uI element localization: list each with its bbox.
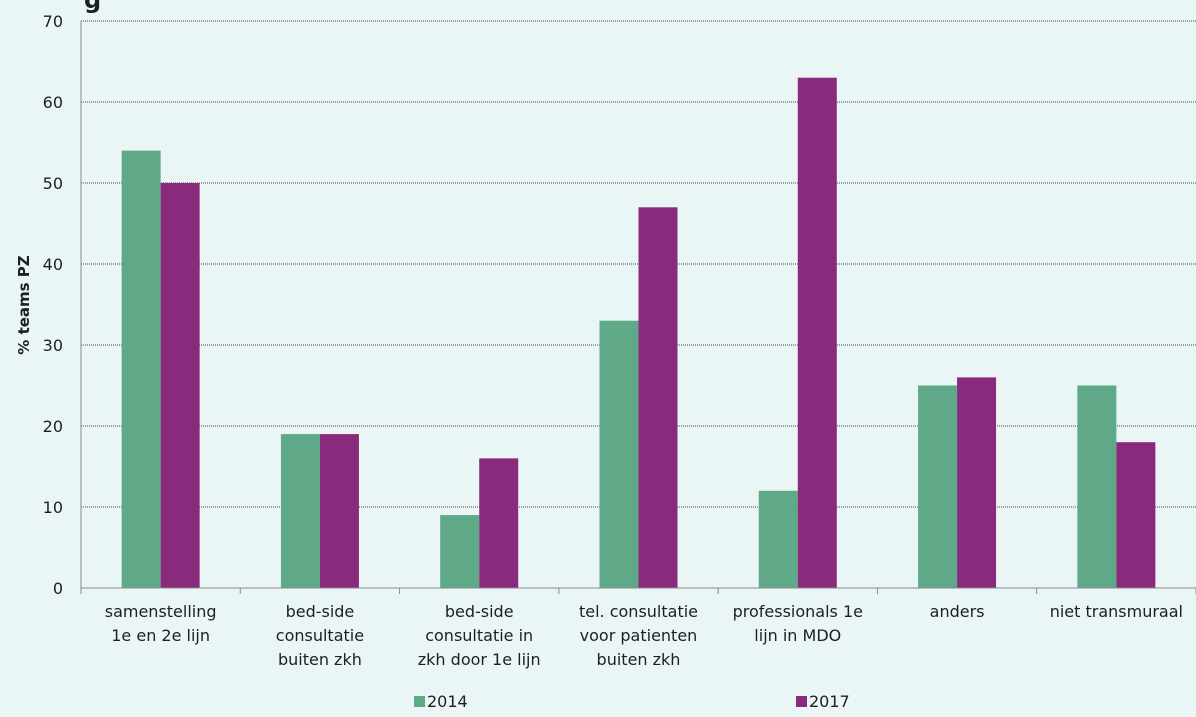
bar-2014-1 bbox=[280, 434, 320, 588]
x-tick-label-line: tel. consultatie bbox=[579, 602, 698, 621]
y-tick-label: 60 bbox=[43, 93, 63, 112]
y-axis-label: % teams PZ bbox=[15, 255, 33, 354]
bar-2014-2 bbox=[440, 515, 480, 588]
x-tick-label-line: lijn in MDO bbox=[754, 626, 841, 645]
bar-2017-0 bbox=[160, 183, 200, 588]
x-tick-label: samenstelling 1e en 2e lijn bbox=[105, 602, 217, 645]
x-tick-label: bed-side consultatie in zkh door 1e lijn bbox=[418, 602, 541, 669]
y-tick-label: 10 bbox=[43, 498, 63, 517]
bar-2014-4 bbox=[758, 490, 798, 588]
x-tick-label-line: anders bbox=[930, 602, 985, 621]
legend-swatch-2017 bbox=[796, 696, 807, 707]
legend-swatch-2014 bbox=[414, 696, 425, 707]
x-tick-label-line: professionals 1e bbox=[733, 602, 863, 621]
x-tick-label-line: voor patienten bbox=[580, 626, 698, 645]
x-tick-label: anders bbox=[930, 602, 985, 621]
x-tick-label-line: zkh door 1e lijn bbox=[418, 650, 541, 669]
bar-2014-6 bbox=[1077, 385, 1117, 588]
y-tick-label: 50 bbox=[43, 174, 63, 193]
x-tick-label-line: niet transmuraal bbox=[1050, 602, 1183, 621]
legend: 2014 2017 bbox=[414, 692, 850, 711]
y-tick-label: 0 bbox=[53, 579, 63, 598]
y-tick-label: 40 bbox=[43, 255, 63, 274]
x-tick-label-line: bed-side bbox=[286, 602, 355, 621]
bar-2014-3 bbox=[599, 320, 639, 588]
y-axis: 0 10 20 30 40 50 60 70 bbox=[43, 12, 82, 598]
x-tick-label-line: buiten zkh bbox=[278, 650, 362, 669]
chart-title-fragment: g bbox=[84, 0, 101, 14]
bar-2014-5 bbox=[918, 385, 958, 588]
x-tick-label: niet transmuraal bbox=[1050, 602, 1183, 621]
y-tick-label: 70 bbox=[43, 12, 63, 31]
y-tick-label: 30 bbox=[43, 336, 63, 355]
x-tick-label-line: 1e en 2e lijn bbox=[111, 626, 210, 645]
x-tick-label: tel. consultatie voor patienten buiten zkh bbox=[579, 602, 698, 669]
bar-2014-0 bbox=[121, 150, 161, 588]
x-tick-label-line: samenstelling bbox=[105, 602, 217, 621]
x-tick-label: bed-side consultatie buiten zkh bbox=[276, 602, 364, 669]
bar-2017-1 bbox=[319, 434, 359, 588]
bars bbox=[121, 77, 1156, 589]
bar-2017-4 bbox=[797, 77, 837, 588]
legend-label-2014: 2014 bbox=[427, 692, 468, 711]
bar-2017-3 bbox=[638, 207, 678, 589]
x-tick-label: professionals 1e lijn in MDO bbox=[733, 602, 863, 645]
x-tick-label-line: buiten zkh bbox=[597, 650, 681, 669]
x-axis: samenstelling 1e en 2e lijn bed-side consul… bbox=[80, 587, 1196, 669]
x-tick-label-line: bed-side bbox=[445, 602, 514, 621]
bar-2017-2 bbox=[479, 458, 519, 588]
bar-2017-6 bbox=[1116, 442, 1156, 588]
x-tick-label-line: consultatie in bbox=[425, 626, 533, 645]
y-tick-label: 20 bbox=[43, 417, 63, 436]
bar-2017-5 bbox=[957, 377, 997, 588]
legend-label-2017: 2017 bbox=[809, 692, 850, 711]
x-tick-label-line: consultatie bbox=[276, 626, 364, 645]
